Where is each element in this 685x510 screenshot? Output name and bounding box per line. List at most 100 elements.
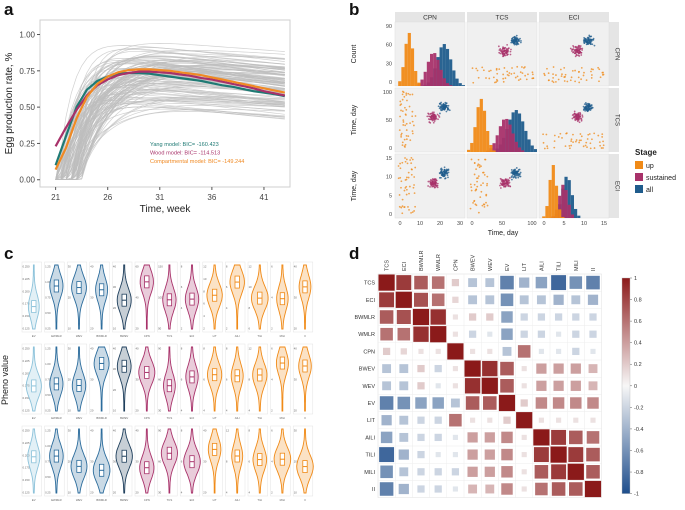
scatter-point [510, 39, 513, 42]
scatter-point [571, 50, 573, 52]
scatter-point [510, 176, 513, 178]
hist-bar [498, 126, 502, 152]
facet-marks [469, 158, 522, 214]
hist-bar [545, 206, 549, 218]
scatter-point [597, 134, 600, 137]
violin-tick-label: 1.25 [45, 347, 51, 351]
violin-trait-label: EWMLR [51, 416, 61, 420]
heatmap-square [451, 468, 460, 476]
violin-tick-label: 30 [90, 460, 94, 464]
heatmap-square [396, 309, 411, 325]
colorbar-tick-label: 0.8 [634, 298, 642, 304]
x-tick-label: 5 [562, 221, 565, 227]
violin-tick-label: 4 [271, 296, 273, 300]
hist-bar [436, 59, 440, 86]
violin-trait-label: MILI [280, 334, 286, 338]
scatter-point [578, 116, 580, 119]
legend-label-up: up [646, 163, 654, 170]
hist-bar [505, 118, 509, 152]
scatter-point [580, 135, 583, 138]
scatter-point [565, 132, 568, 135]
scatter-point [518, 40, 521, 43]
heatmap-square [484, 466, 495, 477]
heatmap-square [467, 432, 478, 443]
violin-tick-label: 40 [294, 347, 298, 351]
violin-tick-label: 20 [136, 491, 140, 495]
violin-tick-label: 10 [113, 409, 117, 413]
scatter-point [521, 66, 523, 68]
heatmap-square [484, 432, 495, 443]
heatmap-square [587, 294, 599, 305]
scatter-point [599, 144, 602, 147]
scatter-point [444, 174, 446, 177]
row-y-label: Time, day [351, 170, 358, 201]
scatter-point [531, 77, 534, 80]
heatmap-square [501, 466, 513, 478]
violin-trait-label: WEV [76, 416, 83, 420]
scatter-point [400, 186, 402, 189]
heatmap-square [516, 412, 533, 429]
scatter-point [519, 41, 522, 44]
violin-facet [134, 343, 155, 415]
scatter-point [407, 92, 410, 95]
scatter-point [572, 141, 574, 144]
individual-curve [55, 100, 285, 181]
scatter-point [582, 105, 585, 108]
heatmap-square [533, 447, 549, 463]
scatter-point [574, 49, 577, 52]
hist-bar [449, 85, 453, 86]
violin-shape [160, 428, 178, 494]
violin-tick-label: 30 [90, 296, 94, 300]
violin-tick-label: 20 [90, 327, 94, 331]
heatmap-square [572, 347, 580, 356]
y-tick-label: 90 [386, 24, 392, 30]
scatter-point [405, 122, 408, 125]
scatter-point [524, 74, 527, 77]
scatter-point [551, 80, 554, 83]
violin-tick-label: 60 [158, 460, 162, 464]
scatter-point [411, 120, 414, 123]
heatmap-square [417, 450, 425, 459]
scatter-point [427, 118, 430, 120]
scatter-point [405, 135, 408, 137]
scatter-point [406, 162, 409, 165]
violin-tick-label: 2 [271, 409, 273, 413]
scatter-point [588, 34, 591, 37]
scatter-point [405, 108, 408, 111]
violin-tick-label: 30 [68, 265, 72, 269]
scatter-point [511, 67, 513, 69]
scatter-point [579, 111, 581, 114]
heatmap-square [487, 331, 493, 337]
scatter-point [553, 134, 556, 137]
scatter-point [413, 210, 416, 212]
scatter-point [552, 76, 555, 79]
scatter-point [514, 76, 517, 79]
scatter-point [590, 74, 593, 76]
violin-tick-label: 20 [90, 491, 94, 495]
scatter-point [401, 198, 404, 201]
violin-tick-label: 6 [181, 378, 183, 382]
heatmap-square [556, 417, 562, 423]
hist-bar [542, 216, 546, 218]
y-axis-label: Pheno value [0, 355, 10, 405]
y-tick-label: 0.50 [19, 103, 35, 112]
heatmap-square [500, 275, 514, 290]
scatter-point [510, 168, 513, 171]
scatter-point [580, 78, 583, 81]
heatmap-square [588, 381, 598, 391]
scatter-point [430, 178, 432, 181]
scatter-point [571, 117, 574, 120]
scatter-point [568, 147, 571, 150]
legend-entry-wood: Wood model: BIC= -114.513 [150, 151, 220, 157]
heatmap-square [451, 278, 460, 287]
scatter-point [502, 77, 505, 80]
heatmap-square [380, 431, 393, 444]
violin-tick-label: 10 [113, 327, 117, 331]
heatmap-square [434, 364, 442, 373]
heatmap-square [430, 309, 446, 325]
scatter-point [587, 102, 589, 105]
violin-tick-label: 2 [181, 327, 183, 331]
scatter-point [586, 138, 589, 140]
heatmap-square [417, 364, 425, 373]
violin-tick-label: 10 [249, 285, 253, 289]
